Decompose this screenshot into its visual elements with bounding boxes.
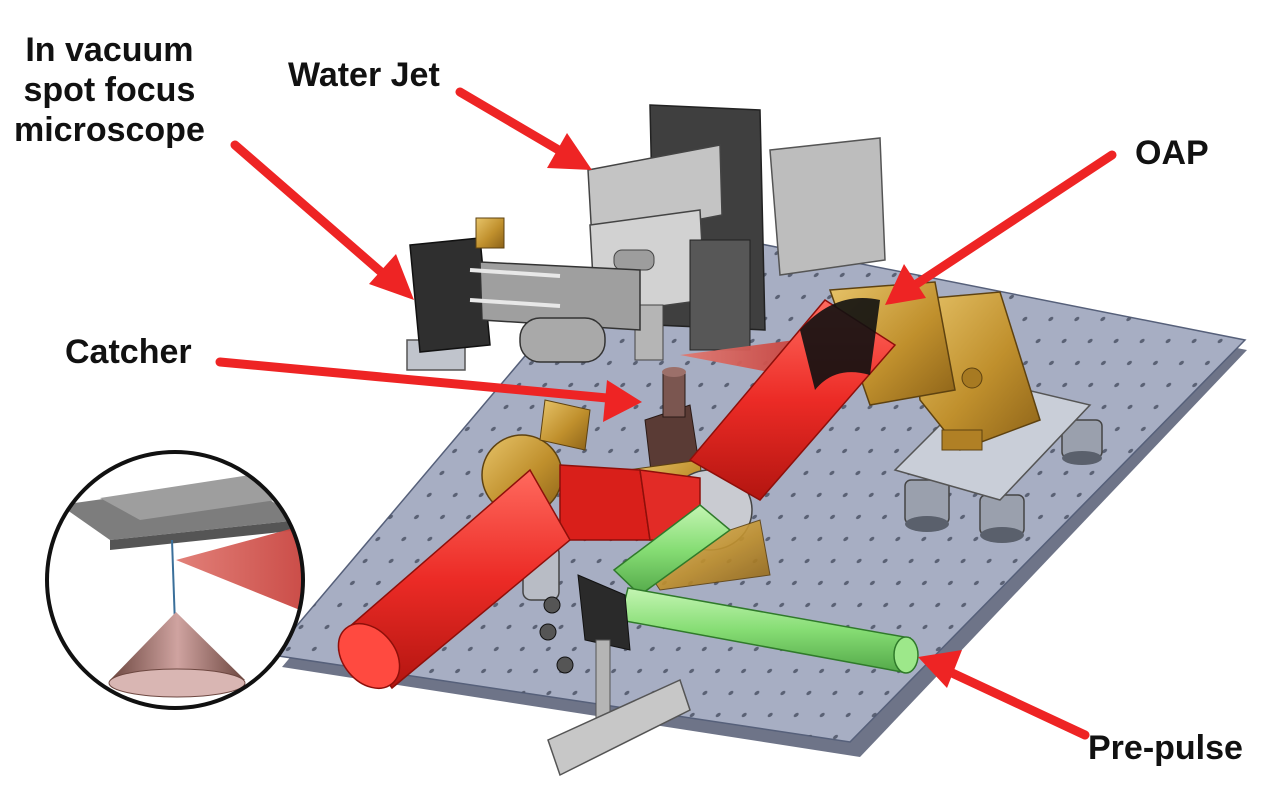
inset-laser-cone <box>176 525 303 612</box>
label-water-jet: Water Jet <box>288 56 440 94</box>
label-microscope: In vacuum spot focus microscope <box>14 31 205 149</box>
spot-focus-microscope <box>409 217 641 363</box>
water-jet-filament <box>171 539 176 626</box>
arrow-water-jet <box>455 87 592 170</box>
arrow-pre-pulse <box>918 650 1090 740</box>
main-laser-beam <box>337 298 897 690</box>
arrow-oap <box>885 150 1117 305</box>
catcher <box>644 367 701 481</box>
pre-pulse-beam <box>612 504 919 674</box>
inset-catcher-cone <box>110 612 245 680</box>
magnified-inset <box>45 450 305 710</box>
arrow-catcher <box>215 357 642 422</box>
water-jet-assembly <box>587 104 886 361</box>
arrow-microscope <box>230 140 414 300</box>
label-catcher: Catcher <box>65 333 192 371</box>
pre-pulse-mirror-mount <box>539 574 691 777</box>
label-pre-pulse: Pre-pulse <box>1088 729 1243 767</box>
annotation-arrows <box>215 87 1117 740</box>
label-oap: OAP <box>1135 134 1209 172</box>
pedestal-mounts <box>406 339 1103 601</box>
